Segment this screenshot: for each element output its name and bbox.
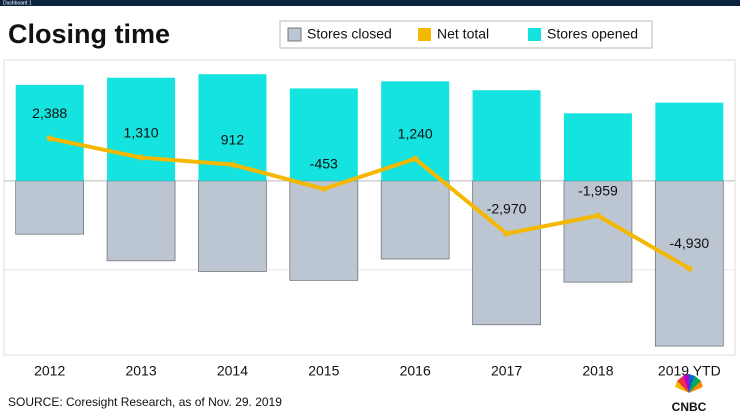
x-tick-label: 2016 bbox=[400, 363, 431, 379]
tab-label: Dashboard 1 bbox=[3, 0, 32, 6]
legend-swatch bbox=[528, 28, 541, 41]
plot: 2,388 1,310 912 -453 1,240 -2,970 -1,959 -4,930… bbox=[4, 74, 735, 379]
legend-box bbox=[279, 20, 653, 49]
legend-swatch bbox=[287, 27, 302, 42]
source: SOURCE: Coresight Research, as of Nov. 2… bbox=[8, 395, 282, 409]
x-tick-label: 2017 bbox=[491, 363, 522, 379]
legend: Stores closed Net total Stores opened bbox=[287, 26, 638, 42]
logo-text: CNBC bbox=[672, 400, 707, 414]
plot-frame bbox=[3, 59, 736, 356]
top-bar bbox=[0, 0, 740, 6]
data-label: 1,310 bbox=[124, 124, 159, 140]
bar bbox=[380, 180, 450, 260]
net-point bbox=[46, 135, 53, 142]
peacock bbox=[675, 374, 703, 393]
legend-label: Stores closed bbox=[307, 26, 392, 42]
bar bbox=[472, 90, 541, 181]
net-point bbox=[138, 154, 145, 161]
x-tick-label: 2019 YTD bbox=[658, 363, 721, 379]
legend-label: Net total bbox=[437, 26, 489, 42]
bar bbox=[289, 88, 358, 181]
net-point bbox=[594, 212, 601, 219]
legend-swatch bbox=[418, 28, 431, 41]
bar bbox=[563, 180, 633, 283]
bar bbox=[654, 180, 724, 347]
data-label: 2,388 bbox=[32, 105, 67, 121]
x-tick-label: 2015 bbox=[308, 363, 339, 379]
bar bbox=[472, 180, 541, 326]
bar bbox=[15, 84, 84, 181]
data-label: -4,930 bbox=[669, 235, 709, 251]
bar bbox=[198, 180, 267, 272]
bar bbox=[563, 113, 632, 181]
bar bbox=[106, 180, 176, 262]
bar bbox=[289, 180, 359, 281]
data-label: 1,240 bbox=[398, 126, 433, 142]
x-tick-label: 2013 bbox=[125, 363, 156, 379]
data-label: -1,959 bbox=[578, 182, 618, 198]
x-tick-label: 2018 bbox=[582, 363, 613, 379]
net-point bbox=[229, 161, 236, 168]
net-point bbox=[503, 230, 510, 237]
bar bbox=[655, 102, 724, 181]
data-label: -2,970 bbox=[487, 200, 527, 216]
net-line bbox=[49, 136, 691, 271]
logo: CNBC bbox=[672, 374, 707, 414]
net-point bbox=[686, 265, 693, 272]
legend-label: Stores opened bbox=[547, 26, 638, 42]
chart-title: Closing time bbox=[8, 19, 170, 49]
data-label: -453 bbox=[310, 156, 338, 172]
x-tick-label: 2014 bbox=[217, 363, 248, 379]
data-label: 912 bbox=[221, 131, 245, 147]
net-point bbox=[412, 155, 419, 162]
bar bbox=[107, 77, 176, 181]
x-tick-label: 2012 bbox=[34, 363, 65, 379]
net-point bbox=[320, 185, 327, 192]
bar bbox=[15, 180, 85, 235]
